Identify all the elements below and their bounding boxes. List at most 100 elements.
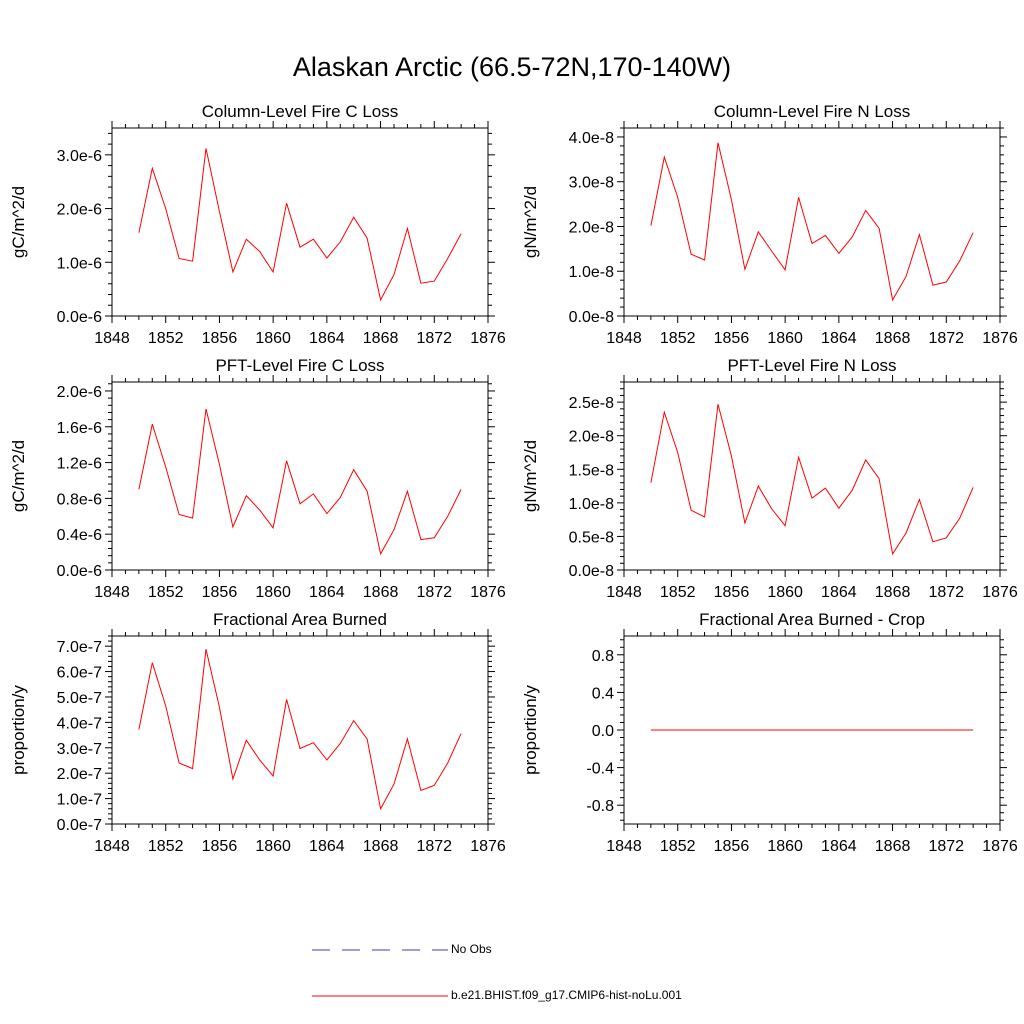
x-tick-label: 1848	[606, 838, 642, 855]
x-tick-label: 1876	[982, 330, 1018, 347]
x-tick-label: 1864	[821, 838, 857, 855]
x-tick-label: 1876	[470, 584, 506, 601]
y-tick-label: 2.0e-8	[569, 429, 614, 446]
y-tick-label: 0.0e-6	[57, 309, 102, 326]
y-tick-label: 0.4e-6	[57, 527, 102, 544]
y-tick-label: 1.0e-8	[569, 496, 614, 513]
panel-title: PFT-Level Fire C Loss	[215, 356, 384, 375]
x-tick-label: 1848	[94, 838, 130, 855]
x-tick-label: 1868	[363, 838, 399, 855]
x-tick-label: 1872	[416, 330, 452, 347]
x-tick-label: 1876	[470, 838, 506, 855]
y-tick-label: 4.0e-8	[569, 130, 614, 147]
x-tick-label: 1856	[202, 330, 238, 347]
x-tick-label: 1860	[255, 584, 291, 601]
x-tick-label: 1848	[94, 330, 130, 347]
x-tick-label: 1864	[821, 584, 857, 601]
x-tick-label: 1856	[714, 838, 750, 855]
y-tick-label: 0.0e-8	[569, 309, 614, 326]
y-tick-label: 0.0e-8	[569, 563, 614, 580]
y-tick-label: 1.6e-6	[57, 420, 102, 437]
x-tick-label: 1856	[202, 838, 238, 855]
panel-title: Fractional Area Burned - Crop	[699, 610, 925, 629]
panel-1: Column-Level Fire C Loss gC/m^2/d 1848 1852…	[9, 102, 506, 347]
x-tick-label: 1860	[767, 838, 803, 855]
panel-title: Fractional Area Burned	[213, 610, 387, 629]
x-tick-label: 1864	[309, 838, 345, 855]
x-tick-label: 1868	[875, 838, 911, 855]
y-tick-label: 0.5e-8	[569, 529, 614, 546]
y-tick-label: 1.0e-6	[57, 255, 102, 272]
x-tick-label: 1856	[714, 330, 750, 347]
x-tick-label: 1860	[255, 838, 291, 855]
y-tick-label: 3.0e-8	[569, 175, 614, 192]
x-tick-label: 1852	[660, 838, 696, 855]
y-tick-label: -0.8	[586, 798, 614, 815]
y-tick-label: 0.0	[592, 723, 614, 740]
y-tick-label: 2.5e-8	[569, 395, 614, 412]
panel-2: Column-Level Fire N Loss gN/m^2/d 1848 1852…	[521, 102, 1018, 347]
y-tick-label: 2.0e-6	[57, 202, 102, 219]
series-line	[650, 404, 974, 556]
x-tick-label: 1852	[660, 584, 696, 601]
x-tick-label: 1856	[202, 584, 238, 601]
y-axis-label: gC/m^2/d	[9, 186, 28, 258]
panel-title: Column-Level Fire C Loss	[202, 102, 399, 121]
y-tick-label: -0.4	[586, 761, 614, 778]
y-axis-label: gC/m^2/d	[9, 440, 28, 512]
x-tick-label: 1852	[660, 330, 696, 347]
x-tick-label: 1852	[148, 330, 184, 347]
panel-3: PFT-Level Fire C Loss gC/m^2/d 1848 1852 185…	[9, 356, 506, 601]
x-tick-label: 1876	[982, 838, 1018, 855]
x-tick-label: 1860	[767, 584, 803, 601]
y-axis-label: proportion/y	[9, 685, 28, 775]
y-tick-label: 0.4	[592, 685, 614, 702]
y-tick-label: 6.0e-7	[57, 665, 102, 682]
x-tick-label: 1872	[928, 330, 964, 347]
series-line	[650, 142, 974, 302]
x-tick-label: 1872	[416, 838, 452, 855]
y-axis-label: gN/m^2/d	[521, 440, 540, 512]
y-tick-label: 3.0e-7	[57, 741, 102, 758]
x-tick-label: 1848	[94, 584, 130, 601]
y-axis-label: proportion/y	[521, 685, 540, 775]
figure-title: Alaskan Arctic (66.5-72N,170-140W)	[292, 52, 732, 82]
y-tick-label: 4.0e-7	[57, 715, 102, 732]
x-tick-label: 1848	[606, 584, 642, 601]
x-tick-label: 1872	[928, 584, 964, 601]
legend-label-model: b.e21.BHIST.f09_g17.CMIP6-hist-noLu.001	[451, 988, 682, 1002]
x-tick-label: 1864	[309, 330, 345, 347]
x-tick-label: 1860	[255, 330, 291, 347]
panel-6: Fractional Area Burned - Crop proportion/…	[521, 610, 1018, 855]
y-tick-label: 3.0e-6	[57, 148, 102, 165]
x-tick-label: 1864	[821, 330, 857, 347]
y-tick-label: 5.0e-7	[57, 690, 102, 707]
x-tick-label: 1868	[363, 584, 399, 601]
x-tick-label: 1848	[606, 330, 642, 347]
y-tick-label: 0.8	[592, 648, 614, 665]
x-tick-label: 1868	[875, 330, 911, 347]
x-tick-label: 1868	[875, 584, 911, 601]
series-line	[138, 148, 462, 302]
panel-4: PFT-Level Fire N Loss gN/m^2/d 1848 1852 185…	[521, 356, 1018, 601]
y-tick-label: 1.5e-8	[569, 462, 614, 479]
y-tick-label: 0.8e-6	[57, 491, 102, 508]
y-axis-label: gN/m^2/d	[521, 186, 540, 258]
x-tick-label: 1868	[363, 330, 399, 347]
y-tick-label: 1.2e-6	[57, 456, 102, 473]
x-tick-label: 1864	[309, 584, 345, 601]
panel-5: Fractional Area Burned proportion/y 1848 18…	[9, 610, 506, 855]
x-tick-label: 1856	[714, 584, 750, 601]
y-tick-label: 1.0e-7	[57, 792, 102, 809]
legend-label-no-obs: No Obs	[451, 942, 492, 956]
series-line	[138, 649, 462, 811]
y-tick-label: 7.0e-7	[57, 639, 102, 656]
x-tick-label: 1872	[416, 584, 452, 601]
panel-title: Column-Level Fire N Loss	[714, 102, 911, 121]
panel-title: PFT-Level Fire N Loss	[727, 356, 896, 375]
x-tick-label: 1876	[982, 584, 1018, 601]
x-tick-label: 1872	[928, 838, 964, 855]
y-tick-label: 1.0e-8	[569, 264, 614, 281]
